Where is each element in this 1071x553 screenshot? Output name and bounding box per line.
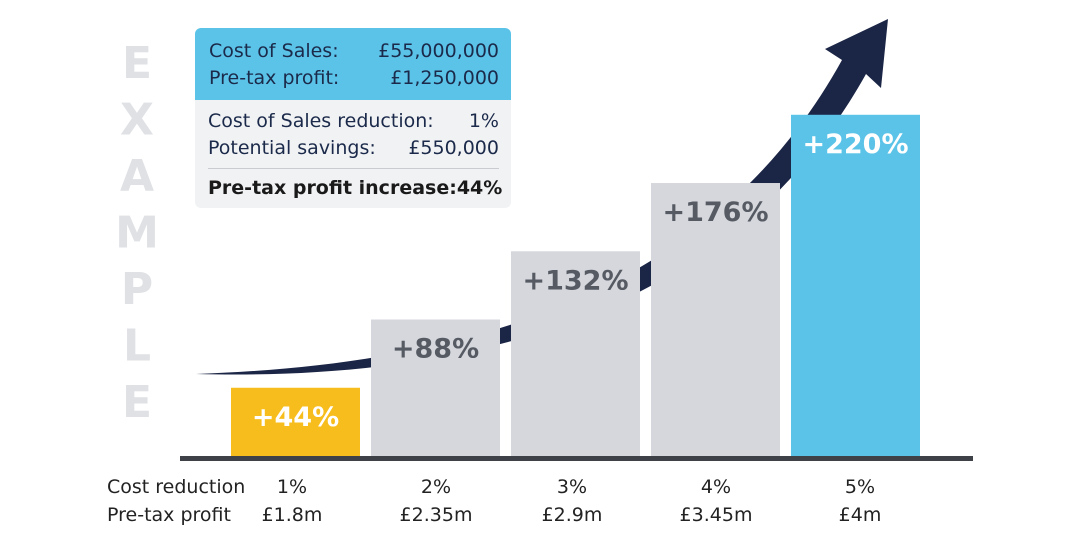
category-label: 1% bbox=[277, 476, 307, 498]
x-axis-line bbox=[180, 456, 973, 461]
bar bbox=[511, 251, 640, 456]
increase-value: 44% bbox=[456, 177, 503, 199]
row-label-pretax-profit: Pre-tax profit bbox=[107, 504, 231, 526]
watermark-letter: X bbox=[120, 95, 154, 146]
profit-label: £2.35m bbox=[400, 504, 473, 526]
reduction-row: Cost of Sales reduction: 1% bbox=[208, 108, 499, 135]
bar-value-label: +88% bbox=[392, 334, 479, 365]
category-label: 3% bbox=[557, 476, 587, 498]
category-label: 2% bbox=[421, 476, 451, 498]
category-label: 4% bbox=[701, 476, 731, 498]
reduction-label: Cost of Sales reduction: bbox=[208, 110, 434, 132]
reduction-value: 1% bbox=[468, 110, 499, 132]
watermark-letter: M bbox=[115, 208, 159, 259]
watermark-letter: E bbox=[122, 38, 152, 89]
savings-value: £550,000 bbox=[408, 137, 499, 159]
bar bbox=[371, 319, 500, 456]
bar-value-label: +44% bbox=[252, 402, 339, 433]
savings-label: Potential savings: bbox=[208, 137, 376, 159]
bar bbox=[651, 183, 780, 457]
increase-row: Pre-tax profit increase: 44% bbox=[208, 175, 503, 202]
watermark-letter: E bbox=[122, 377, 152, 428]
profit-label: £2.9m bbox=[542, 504, 603, 526]
watermark-letter: L bbox=[123, 321, 151, 372]
bar bbox=[231, 387, 360, 456]
info-box-header: Cost of Sales: £55,000,000 Pre-tax profi… bbox=[195, 28, 511, 100]
cost-of-sales-value: £55,000,000 bbox=[378, 40, 499, 62]
increase-label: Pre-tax profit increase: bbox=[208, 177, 457, 199]
savings-row: Potential savings: £550,000 bbox=[208, 135, 499, 162]
profit-label: £1.8m bbox=[262, 504, 323, 526]
info-box-divider bbox=[208, 168, 499, 169]
watermark-letter: P bbox=[121, 264, 153, 315]
bar-value-label: +176% bbox=[662, 197, 768, 228]
info-box-body: Cost of Sales reduction: 1% Potential sa… bbox=[195, 100, 511, 202]
pretax-profit-value: £1,250,000 bbox=[390, 67, 499, 89]
bar-value-label: +132% bbox=[522, 265, 628, 296]
info-box: Cost of Sales: £55,000,000 Pre-tax profi… bbox=[195, 28, 511, 208]
row-label-cost-reduction: Cost reduction bbox=[107, 476, 245, 498]
category-label: 5% bbox=[845, 476, 875, 498]
pretax-profit-row: Pre-tax profit: £1,250,000 bbox=[209, 65, 499, 92]
cost-of-sales-label: Cost of Sales: bbox=[209, 40, 339, 62]
bar bbox=[791, 114, 920, 456]
pretax-profit-label: Pre-tax profit: bbox=[209, 67, 340, 89]
bar-value-label: +220% bbox=[802, 129, 908, 160]
profit-label: £4m bbox=[839, 504, 882, 526]
profit-label: £3.45m bbox=[680, 504, 753, 526]
cost-of-sales-row: Cost of Sales: £55,000,000 bbox=[209, 38, 499, 65]
watermark-letter: A bbox=[120, 151, 154, 202]
